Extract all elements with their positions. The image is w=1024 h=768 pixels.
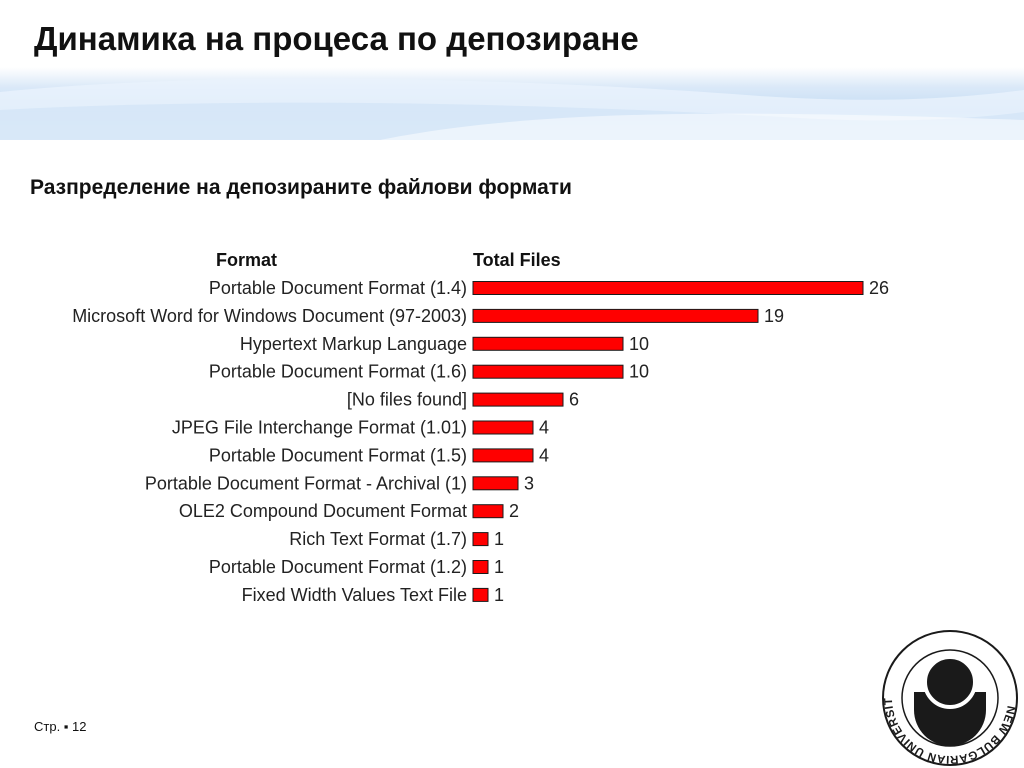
university-seal-logo: NEW BULGARIAN UNIVERSITY • НОВ БЪЛГАРСКИ… — [880, 628, 1018, 766]
chart-bar — [472, 281, 864, 295]
chart-value-label: 10 — [629, 362, 649, 382]
chart-category-label: [No files found] — [347, 390, 467, 410]
slide-subtitle: Разпределение на депозираните файлови фо… — [30, 176, 572, 199]
header-banner — [0, 0, 1024, 140]
chart-category-label: Rich Text Format (1.7) — [289, 529, 467, 549]
chart-category-label: Portable Document Format (1.5) — [209, 445, 467, 465]
chart-column-header-total-files: Total Files — [473, 250, 561, 270]
slide-title: Динамика на процеса по депозиране — [34, 20, 639, 57]
chart-value-label: 1 — [494, 529, 504, 549]
chart-value-label: 26 — [869, 278, 889, 298]
format-distribution-chart: Format Total Files Portable Document For… — [72, 250, 889, 602]
chart-category-label: Hypertext Markup Language — [240, 334, 467, 354]
chart-value-label: 3 — [524, 473, 534, 493]
chart-category-label: OLE2 Compound Document Format — [179, 501, 467, 521]
chart-value-label: 1 — [494, 557, 504, 577]
chart-bar — [472, 420, 534, 435]
chart-value-label: 19 — [764, 306, 784, 326]
chart-bar — [472, 532, 489, 547]
chart-category-label: Portable Document Format (1.6) — [209, 362, 467, 382]
chart-category-label: JPEG File Interchange Format (1.01) — [172, 418, 467, 438]
page-number: Стр. ▪ 12 — [34, 719, 87, 734]
chart-value-label: 2 — [509, 501, 519, 521]
chart-value-label: 4 — [539, 445, 549, 465]
chart-category-label: Fixed Width Values Text File — [242, 585, 467, 602]
chart-value-label: 10 — [629, 334, 649, 354]
banner-wave-decoration — [0, 78, 1024, 140]
chart-bar — [472, 448, 534, 463]
chart-value-label: 1 — [494, 585, 504, 602]
chart-bar — [472, 364, 624, 379]
chart-bar — [472, 587, 489, 602]
chart-bar — [472, 560, 489, 574]
chart-bar — [472, 392, 564, 407]
chart-category-label: Microsoft Word for Windows Document (97-… — [72, 306, 467, 326]
chart-bar — [472, 308, 759, 323]
chart-category-label: Portable Document Format (1.2) — [209, 557, 467, 577]
chart-category-label: Portable Document Format (1.4) — [209, 278, 467, 298]
chart-bar — [472, 476, 519, 491]
chart-bars-group: Portable Document Format (1.4) 26Microsof… — [72, 278, 889, 602]
chart-bar — [472, 336, 624, 351]
chart-bar — [472, 504, 504, 519]
chart-category-label: Portable Document Format - Archival (1) — [145, 473, 467, 493]
chart-value-label: 6 — [569, 390, 579, 410]
chart-column-header-format: Format — [216, 250, 277, 270]
chart-value-label: 4 — [539, 418, 549, 438]
